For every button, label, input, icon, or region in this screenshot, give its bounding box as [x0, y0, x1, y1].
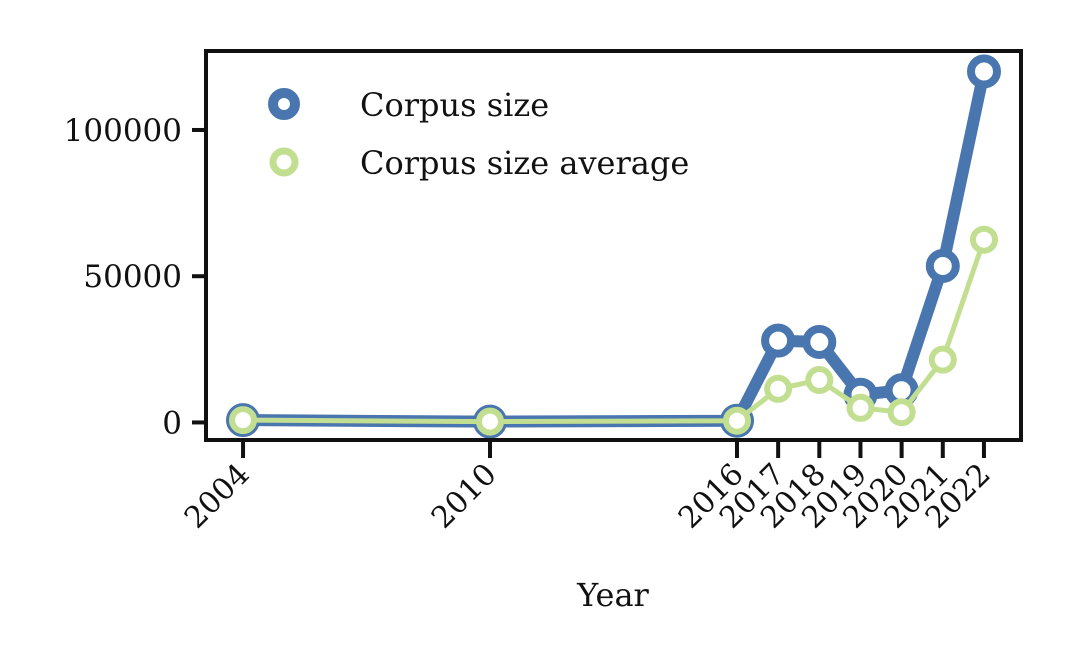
series-layer [226, 54, 1001, 439]
legend: Corpus size Corpus size average [268, 86, 689, 182]
data-point-corpus-size-average-2017 [764, 374, 793, 403]
data-point-corpus-size-2017 [761, 323, 796, 358]
x-axis-label: Year [576, 576, 649, 614]
data-point-corpus-size-average-2018 [805, 366, 834, 394]
legend-marker-corpus-size [268, 88, 300, 120]
data-point-corpus-size-average-2021 [928, 345, 957, 374]
y-tick-label-100000: 100000 [64, 113, 182, 149]
legend-label-corpus-size-average: Corpus size average [360, 144, 689, 182]
legend-item-corpus-size-average: Corpus size average [269, 144, 689, 182]
y-tick-label-50000: 50000 [83, 259, 182, 295]
data-point-corpus-size-average-2010 [476, 407, 504, 436]
data-point-corpus-size-2018 [802, 325, 837, 359]
plot-frame [204, 49, 1023, 442]
y-axis: 0 50000 100000 [64, 113, 206, 441]
legend-item-corpus-size: Corpus size [268, 86, 549, 124]
series-corpus-size-average [229, 225, 998, 436]
data-point-corpus-size-2021 [925, 249, 960, 283]
y-tick-label-0: 0 [162, 405, 182, 441]
data-point-corpus-size-average-2019 [846, 393, 875, 422]
legend-label-corpus-size: Corpus size [360, 86, 549, 124]
data-point-corpus-size-average-2022 [970, 225, 998, 254]
data-point-corpus-size-2022 [967, 54, 1001, 89]
legend-marker-corpus-size-average [269, 147, 299, 177]
data-point-corpus-size-average-2016 [723, 406, 751, 435]
data-point-corpus-size-average-2020 [887, 398, 916, 427]
data-point-corpus-size-average-2004 [229, 406, 257, 435]
